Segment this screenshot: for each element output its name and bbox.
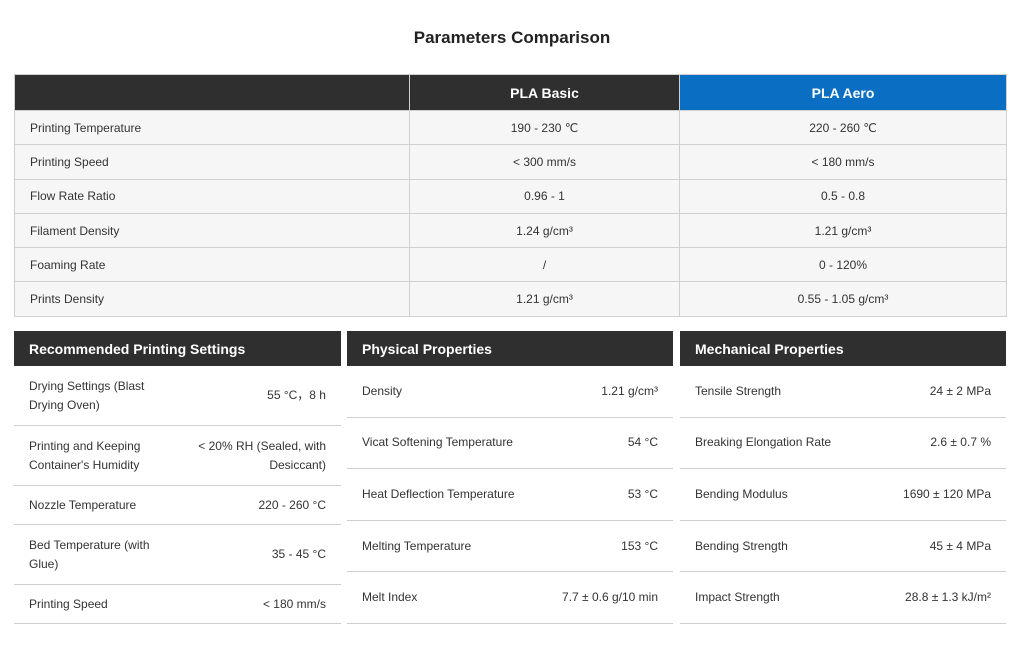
property-row: Vicat Softening Temperature 54 °C bbox=[347, 418, 673, 470]
table-row: Flow Rate Ratio 0.96 - 1 0.5 - 0.8 bbox=[14, 178, 1007, 214]
pla-basic-value: 190 - 230 ℃ bbox=[409, 109, 680, 146]
property-row: Drying Settings (Blast Drying Oven) 55 °… bbox=[14, 366, 341, 426]
property-key: Printing Speed bbox=[29, 596, 108, 611]
pla-aero-value: 0 - 120% bbox=[679, 247, 1007, 283]
pla-aero-value: < 180 mm/s bbox=[679, 144, 1007, 180]
comparison-header-row: PLA Basic PLA Aero bbox=[14, 74, 1007, 111]
panel-title: Mechanical Properties bbox=[680, 331, 1006, 366]
property-row: Heat Deflection Temperature 53 °C bbox=[347, 469, 673, 521]
property-key: Bed Temperature (with Glue) bbox=[29, 537, 150, 571]
row-label: Foaming Rate bbox=[14, 247, 410, 283]
property-value: 7.7 ± 0.6 g/10 min bbox=[562, 590, 658, 605]
property-row: Bending Modulus 1690 ± 120 MPa bbox=[680, 469, 1006, 521]
pla-basic-value: 0.96 - 1 bbox=[409, 178, 680, 214]
property-key: Density bbox=[362, 383, 403, 398]
comparison-table: PLA Basic PLA Aero Printing Temperature … bbox=[14, 74, 1007, 317]
row-label: Printing Speed bbox=[14, 144, 410, 180]
property-value: 53 °C bbox=[627, 486, 658, 501]
property-value: 35 - 45 °C bbox=[271, 547, 326, 561]
property-key: Bending Strength bbox=[695, 538, 788, 553]
header-pla-aero: PLA Aero bbox=[679, 74, 1007, 111]
property-row: Impact Strength 28.8 ± 1.3 kJ/m² bbox=[680, 572, 1006, 624]
table-row: Printing Speed < 300 mm/s < 180 mm/s bbox=[14, 144, 1007, 180]
pla-basic-value: < 300 mm/s bbox=[409, 144, 680, 180]
pla-aero-value: 0.5 - 0.8 bbox=[679, 178, 1007, 214]
property-value: < 180 mm/s bbox=[262, 596, 326, 611]
pla-basic-value: 1.24 g/cm³ bbox=[409, 212, 680, 249]
property-key: Printing and Keeping Container's Humidit… bbox=[29, 438, 141, 472]
property-value: 220 - 260 °C bbox=[258, 497, 326, 512]
physical-properties-panel: Physical Properties Density 1.21 g/cm³ V… bbox=[347, 331, 673, 624]
property-value: 24 ± 2 MPa bbox=[929, 383, 991, 398]
property-row: Breaking Elongation Rate 2.6 ± 0.7 % bbox=[680, 418, 1006, 470]
pla-basic-value: 1.21 g/cm³ bbox=[409, 281, 680, 317]
panel-title: Physical Properties bbox=[347, 331, 673, 366]
pla-basic-value: / bbox=[409, 247, 680, 283]
table-row: Prints Density 1.21 g/cm³ 0.55 - 1.05 g/… bbox=[14, 281, 1007, 317]
property-row: Bending Strength 45 ± 4 MPa bbox=[680, 521, 1006, 573]
property-value: 54 °C bbox=[627, 435, 658, 450]
property-row: Printing and Keeping Container's Humidit… bbox=[14, 426, 341, 486]
property-key: Heat Deflection Temperature bbox=[362, 486, 515, 501]
property-key: Vicat Softening Temperature bbox=[362, 435, 513, 450]
property-value: 55 °C，8 h bbox=[267, 388, 326, 402]
property-value: 153 °C bbox=[621, 538, 658, 553]
panel-title: Recommended Printing Settings bbox=[14, 331, 341, 366]
property-value: 28.8 ± 1.3 kJ/m² bbox=[905, 590, 991, 605]
recommended-settings-panel: Recommended Printing Settings Drying Set… bbox=[14, 331, 341, 624]
table-row: Filament Density 1.24 g/cm³ 1.21 g/cm³ bbox=[14, 212, 1007, 249]
property-key: Bending Modulus bbox=[695, 486, 788, 501]
property-value: 1.21 g/cm³ bbox=[601, 383, 658, 398]
row-label: Printing Temperature bbox=[14, 109, 410, 146]
property-value: 2.6 ± 0.7 % bbox=[930, 435, 991, 450]
property-value: 1690 ± 120 MPa bbox=[903, 486, 991, 501]
pla-aero-value: 220 - 260 ℃ bbox=[679, 109, 1007, 146]
table-row: Foaming Rate / 0 - 120% bbox=[14, 247, 1007, 283]
mechanical-properties-panel: Mechanical Properties Tensile Strength 2… bbox=[680, 331, 1006, 624]
property-key: Impact Strength bbox=[695, 590, 780, 605]
row-label: Flow Rate Ratio bbox=[14, 178, 410, 214]
property-key: Melting Temperature bbox=[362, 538, 472, 553]
property-key: Melt Index bbox=[362, 590, 418, 605]
property-row: Melting Temperature 153 °C bbox=[347, 521, 673, 573]
property-key: Breaking Elongation Rate bbox=[695, 435, 832, 450]
header-empty bbox=[14, 74, 410, 111]
property-row: Printing Speed < 180 mm/s bbox=[14, 585, 341, 624]
page-title: Parameters Comparison bbox=[413, 28, 611, 47]
property-row: Tensile Strength 24 ± 2 MPa bbox=[680, 366, 1006, 418]
table-row: Printing Temperature 190 - 230 ℃ 220 - 2… bbox=[14, 109, 1007, 146]
pla-aero-value: 1.21 g/cm³ bbox=[679, 212, 1007, 249]
property-value: 45 ± 4 MPa bbox=[929, 538, 991, 553]
pla-aero-value: 0.55 - 1.05 g/cm³ bbox=[679, 281, 1007, 317]
row-label: Prints Density bbox=[14, 281, 410, 317]
property-row: Bed Temperature (with Glue) 35 - 45 °C bbox=[14, 525, 341, 585]
property-row: Nozzle Temperature 220 - 260 °C bbox=[14, 486, 341, 525]
property-key: Tensile Strength bbox=[695, 383, 782, 398]
property-key: Nozzle Temperature bbox=[29, 497, 137, 512]
header-pla-basic: PLA Basic bbox=[409, 74, 680, 111]
property-row: Melt Index 7.7 ± 0.6 g/10 min bbox=[347, 572, 673, 624]
property-row: Density 1.21 g/cm³ bbox=[347, 366, 673, 418]
row-label: Filament Density bbox=[14, 212, 410, 249]
property-key: Drying Settings (Blast Drying Oven) bbox=[29, 378, 145, 412]
property-value: < 20% RH (Sealed, with Desiccant) bbox=[198, 438, 326, 472]
